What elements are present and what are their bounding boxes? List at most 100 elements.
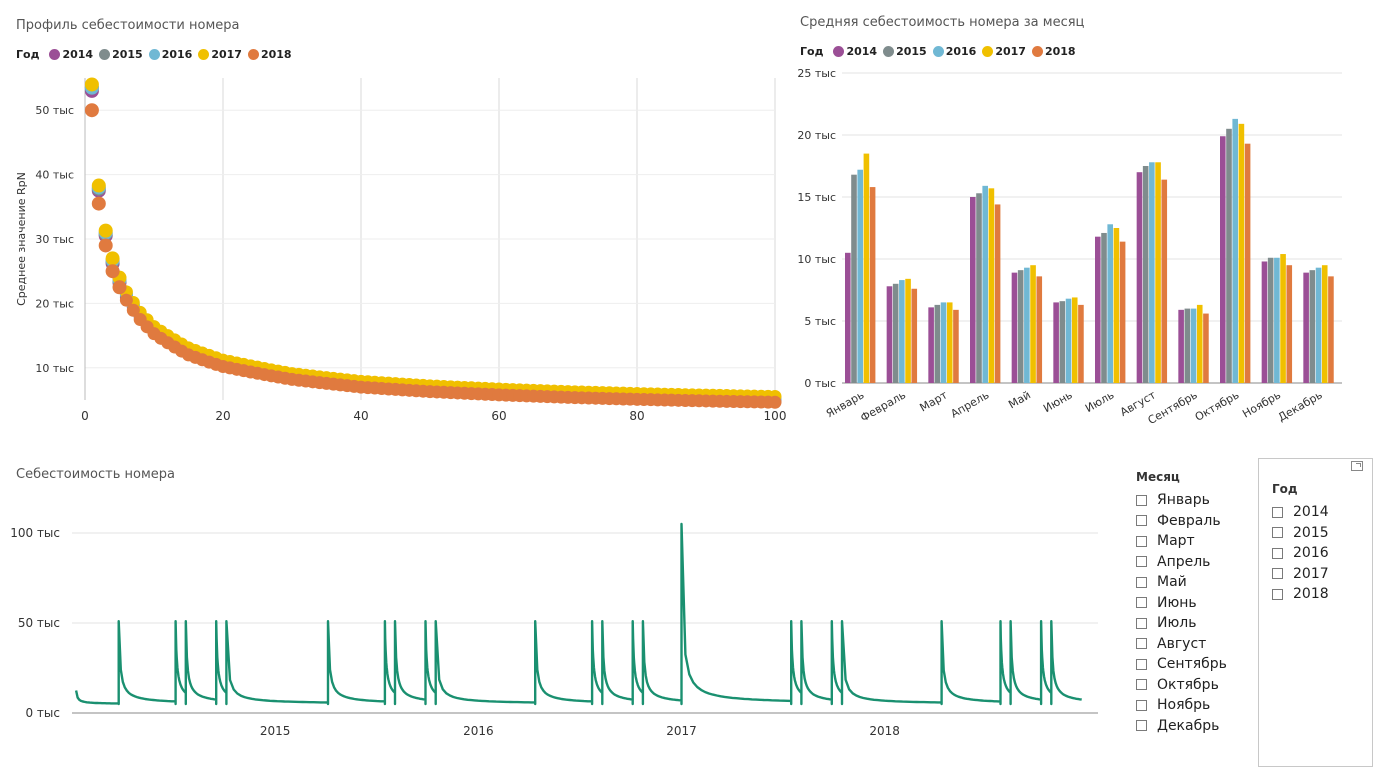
checkbox[interactable] [1272, 547, 1283, 559]
checkbox[interactable] [1136, 515, 1147, 527]
checkbox[interactable] [1136, 658, 1147, 670]
profile-scatter-chart[interactable]: 0 20 40 60 80 100 10 тыс 20 тыс 30 тыс 40 тыс 50 т… [0, 70, 790, 430]
bar-2017[interactable] [988, 188, 995, 383]
bar-2014[interactable] [1261, 261, 1268, 383]
checkbox[interactable] [1136, 699, 1147, 711]
scatter-point[interactable] [119, 293, 133, 307]
legend-item-2014[interactable]: 2014 [49, 48, 93, 61]
bar-2018[interactable] [1036, 276, 1043, 383]
month-slicer-item[interactable]: Декабрь [1136, 716, 1227, 737]
checkbox[interactable] [1272, 527, 1283, 539]
bar-2015[interactable] [1309, 270, 1316, 383]
bar-2017[interactable] [1113, 228, 1120, 383]
bar-2018[interactable] [869, 187, 876, 383]
bar-2014[interactable] [1303, 272, 1309, 383]
bar-2017[interactable] [946, 302, 953, 383]
scatter-point[interactable] [98, 238, 113, 253]
scatter-point[interactable] [84, 77, 99, 92]
bar-2016[interactable] [1274, 257, 1280, 383]
bar-2014[interactable] [1178, 309, 1184, 383]
bar-2014[interactable] [886, 286, 893, 383]
year-slicer-item[interactable]: 2018 [1272, 584, 1329, 605]
bar-2018[interactable] [911, 288, 918, 383]
series-line[interactable] [74, 522, 1082, 706]
checkbox[interactable] [1272, 506, 1283, 518]
scatter-point[interactable] [84, 103, 99, 118]
series-line-chart[interactable]: 0 тыс 50 тыс 100 тыс 2015 2016 2017 2018 [0, 500, 1110, 750]
bar-2016[interactable] [1315, 267, 1322, 383]
scatter-point[interactable] [105, 264, 120, 279]
bar-2015[interactable] [1017, 270, 1024, 383]
bar-2016[interactable] [1232, 118, 1238, 383]
bar-2018[interactable] [1203, 313, 1209, 383]
bar-2017[interactable] [1030, 265, 1036, 383]
legend-item-2018[interactable]: 2018 [1031, 45, 1076, 58]
scatter-point[interactable] [91, 178, 106, 193]
bar-2017[interactable] [1196, 304, 1203, 383]
year-slicer-item[interactable]: 2016 [1272, 543, 1329, 564]
month-slicer-item[interactable]: Апрель [1136, 552, 1227, 573]
month-slicer-item[interactable]: Сентябрь [1136, 654, 1227, 675]
bar-2014[interactable] [1095, 236, 1101, 383]
month-slicer-item[interactable]: Ноябрь [1136, 695, 1227, 716]
checkbox[interactable] [1136, 720, 1147, 732]
checkbox[interactable] [1136, 597, 1147, 609]
year-slicer-item[interactable]: 2014 [1272, 502, 1329, 523]
checkbox[interactable] [1136, 556, 1147, 568]
bar-2017[interactable] [1071, 297, 1078, 383]
bar-2015[interactable] [1267, 257, 1274, 383]
scatter-point[interactable] [105, 251, 120, 266]
bar-2018[interactable] [994, 204, 1001, 383]
bar-2017[interactable] [1280, 254, 1286, 383]
checkbox[interactable] [1272, 568, 1283, 580]
bar-2018[interactable] [1119, 241, 1126, 383]
bar-2017[interactable] [905, 278, 911, 383]
bar-2015[interactable] [1059, 301, 1066, 383]
legend-item-2015[interactable]: 2015 [883, 45, 927, 58]
bar-2015[interactable] [1226, 128, 1232, 383]
legend-item-2017[interactable]: 2017 [982, 45, 1026, 58]
month-slicer-item[interactable]: Май [1136, 572, 1227, 593]
bar-2017[interactable] [1321, 265, 1328, 383]
checkbox[interactable] [1136, 638, 1147, 650]
bar-2018[interactable] [1161, 179, 1168, 383]
bar-2017[interactable] [1238, 123, 1245, 383]
bar-2016[interactable] [899, 280, 905, 383]
year-slicer-item[interactable]: 2015 [1272, 523, 1329, 544]
legend-item-2016[interactable]: 2016 [932, 45, 976, 58]
bar-2018[interactable] [953, 309, 959, 383]
bar-2015[interactable] [851, 174, 857, 383]
bar-2015[interactable] [1142, 166, 1149, 383]
scatter-point[interactable] [126, 303, 140, 317]
bar-2014[interactable] [1011, 272, 1018, 383]
focus-mode-icon[interactable] [1351, 461, 1363, 471]
checkbox[interactable] [1136, 535, 1147, 547]
bar-2015[interactable] [1184, 308, 1191, 383]
bar-2016[interactable] [1107, 224, 1113, 383]
year-slicer-item[interactable]: 2017 [1272, 564, 1329, 585]
bar-2015[interactable] [1101, 232, 1107, 383]
bar-2016[interactable] [857, 169, 863, 383]
month-slicer-item[interactable]: Июнь [1136, 593, 1227, 614]
month-slicer-item[interactable]: Июль [1136, 613, 1227, 634]
bar-2016[interactable] [982, 185, 988, 383]
legend-item-2014[interactable]: 2014 [833, 45, 877, 58]
legend-item-2017[interactable]: 2017 [198, 48, 242, 61]
bar-2016[interactable] [940, 302, 947, 383]
checkbox[interactable] [1136, 576, 1147, 588]
bar-2018[interactable] [1244, 143, 1251, 383]
bar-2014[interactable] [1220, 136, 1226, 383]
bar-2018[interactable] [1078, 304, 1084, 383]
bar-2014[interactable] [1136, 172, 1143, 383]
scatter-point[interactable] [112, 280, 127, 295]
scatter-point[interactable] [98, 223, 113, 238]
bar-2015[interactable] [976, 193, 982, 383]
month-slicer-item[interactable]: Октябрь [1136, 675, 1227, 696]
legend-item-2016[interactable]: 2016 [148, 48, 192, 61]
bar-2018[interactable] [1328, 276, 1334, 383]
legend-item-2018[interactable]: 2018 [247, 48, 292, 61]
month-slicer-item[interactable]: Январь [1136, 490, 1227, 511]
bar-2016[interactable] [1190, 308, 1197, 383]
month-slicer-item[interactable]: Февраль [1136, 511, 1227, 532]
